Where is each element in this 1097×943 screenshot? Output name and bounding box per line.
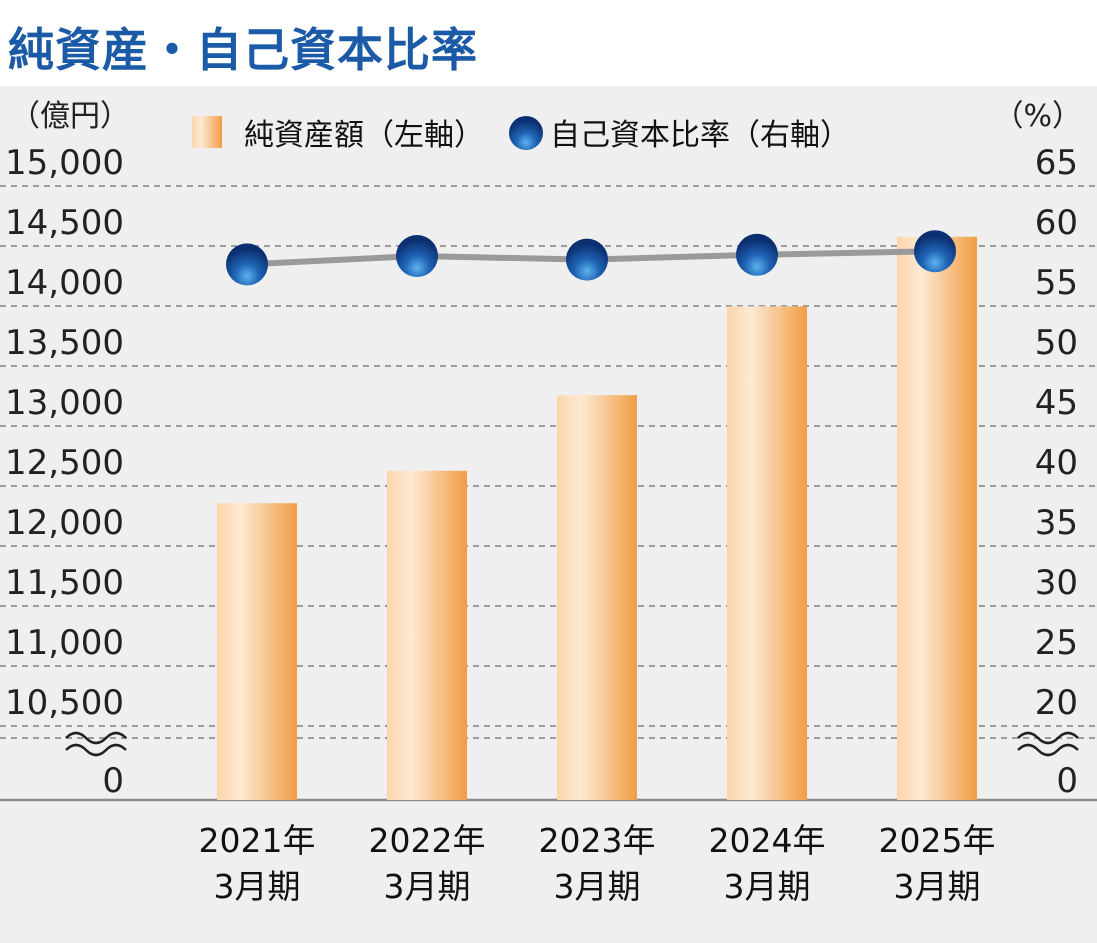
bar-layer	[217, 236, 977, 801]
axis-break-line	[65, 743, 127, 757]
x-tick-label: 2023年	[539, 821, 656, 860]
right-axis-tick: 45	[1035, 383, 1078, 423]
right-axis-tick: 35	[1035, 503, 1078, 543]
bar	[557, 395, 637, 800]
ratio-point	[736, 233, 778, 276]
line-layer	[226, 230, 956, 286]
x-tick-label: 2022年	[369, 821, 486, 860]
x-tick-label: 2024年	[709, 821, 826, 860]
right-axis-break	[1017, 731, 1079, 757]
left-axis-tick: 13,500	[5, 323, 124, 363]
left-axis-tick: 14,500	[5, 203, 124, 243]
right-axis-unit: （%）	[993, 99, 1082, 134]
right-axis-tick: 25	[1035, 623, 1078, 663]
chart-title: 純資産・自己資本比率	[8, 23, 478, 77]
x-tick-label: 3月期	[554, 867, 641, 906]
axis-layer: 15,000 14,500 14,000 13,500 13,000 12,500 12,0…	[5, 99, 1082, 906]
left-axis-break	[65, 731, 127, 757]
x-tick-label: 3月期	[894, 867, 981, 906]
legend-layer: 純資産額（左軸） 自己資本比率（右軸）	[192, 116, 850, 153]
left-axis-tick: 10,500	[5, 683, 124, 723]
ratio-point	[396, 235, 438, 277]
left-axis-tick: 14,000	[5, 263, 124, 303]
left-axis-tick: 11,500	[5, 563, 124, 603]
title-bar: 純資産・自己資本比率	[0, 0, 1097, 86]
bar	[897, 236, 977, 801]
axis-break-line	[1017, 743, 1079, 757]
axis-break-line	[65, 731, 127, 745]
right-axis-tick: 65	[1035, 143, 1078, 183]
left-axis-tick: 0	[102, 761, 124, 801]
right-axis-tick: 30	[1035, 563, 1078, 603]
right-axis-tick: 50	[1035, 323, 1078, 363]
ratio-point	[566, 238, 608, 281]
legend-line-label: 自己資本比率（右軸）	[550, 118, 850, 153]
right-axis-tick: 20	[1035, 683, 1078, 723]
left-axis-tick: 11,000	[5, 623, 124, 663]
x-tick-label: 2025年	[879, 821, 996, 860]
left-axis-tick: 15,000	[5, 143, 124, 183]
left-axis-tick: 13,000	[5, 383, 124, 423]
legend-bar-swatch	[192, 116, 222, 148]
x-tick-label: 2021年	[199, 821, 316, 860]
ratio-point	[226, 243, 268, 286]
left-axis-tick: 12,500	[5, 443, 124, 483]
ratio-point	[914, 230, 956, 273]
bar	[387, 470, 467, 800]
bar	[217, 503, 297, 800]
x-tick-label: 3月期	[214, 867, 301, 906]
left-axis-tick: 12,000	[5, 503, 124, 543]
legend-bar-label: 純資産額（左軸）	[244, 118, 484, 153]
right-axis-tick: 60	[1035, 203, 1078, 243]
axis-break-line	[1017, 731, 1079, 745]
right-axis-tick: 40	[1035, 443, 1078, 483]
x-tick-label: 3月期	[724, 867, 811, 906]
bar	[727, 306, 807, 800]
x-tick-label: 3月期	[384, 867, 471, 906]
legend-dot-swatch	[509, 116, 543, 150]
right-axis-tick: 55	[1035, 263, 1078, 303]
left-axis-unit: （億円）	[10, 99, 130, 134]
right-axis-tick: 0	[1056, 761, 1078, 801]
